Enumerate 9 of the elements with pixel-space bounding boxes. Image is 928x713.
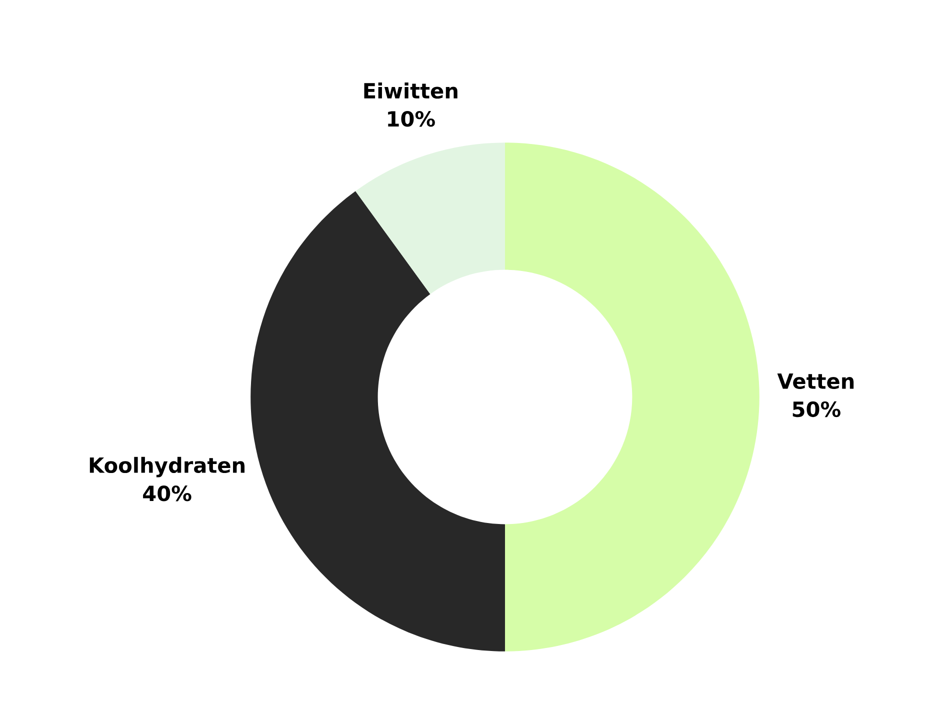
data-label: 50% [792,401,840,418]
donut-slice [355,142,505,294]
donut-slice [505,142,760,652]
donut-slice [250,191,505,652]
slice-label: Vetten [777,374,854,390]
data-label: 10% [388,110,435,127]
slice-label: Koolhydraten [90,456,244,478]
slice-label: Eiwitten [364,82,458,99]
data-label: 40% [143,486,192,502]
